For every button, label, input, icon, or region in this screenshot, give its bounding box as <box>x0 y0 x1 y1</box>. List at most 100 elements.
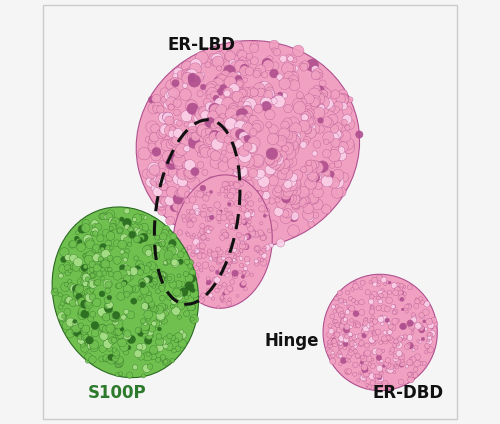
Circle shape <box>330 129 342 140</box>
Circle shape <box>354 301 359 305</box>
Circle shape <box>331 351 334 354</box>
Circle shape <box>316 125 324 133</box>
Circle shape <box>280 55 287 62</box>
Circle shape <box>163 343 168 349</box>
Circle shape <box>282 93 288 98</box>
Circle shape <box>395 359 401 364</box>
Circle shape <box>240 175 246 181</box>
Circle shape <box>192 183 202 192</box>
Circle shape <box>153 347 160 354</box>
Circle shape <box>246 174 252 181</box>
Circle shape <box>160 339 166 345</box>
Circle shape <box>147 230 151 234</box>
Circle shape <box>252 156 264 168</box>
Circle shape <box>162 112 172 122</box>
Circle shape <box>164 305 168 309</box>
Circle shape <box>282 63 294 75</box>
Circle shape <box>422 320 426 323</box>
Circle shape <box>260 235 266 241</box>
Circle shape <box>70 254 78 262</box>
Circle shape <box>154 243 160 249</box>
Circle shape <box>244 257 250 262</box>
Circle shape <box>223 270 228 275</box>
Circle shape <box>353 311 359 317</box>
Circle shape <box>201 128 213 140</box>
Circle shape <box>274 153 279 159</box>
Circle shape <box>148 333 154 338</box>
Circle shape <box>122 280 127 285</box>
Circle shape <box>176 162 183 169</box>
Circle shape <box>158 272 166 279</box>
Circle shape <box>246 208 254 217</box>
Circle shape <box>260 98 268 105</box>
Circle shape <box>130 287 136 293</box>
Circle shape <box>143 215 147 219</box>
Circle shape <box>280 212 291 223</box>
Circle shape <box>215 235 228 248</box>
Circle shape <box>81 278 90 287</box>
Circle shape <box>278 128 289 139</box>
Circle shape <box>264 245 270 251</box>
Circle shape <box>289 177 301 189</box>
Circle shape <box>84 293 89 298</box>
Circle shape <box>124 270 131 276</box>
Circle shape <box>355 301 358 304</box>
Circle shape <box>399 335 404 340</box>
Circle shape <box>185 134 192 140</box>
Circle shape <box>372 348 379 355</box>
Circle shape <box>288 75 298 85</box>
Circle shape <box>228 234 241 246</box>
Circle shape <box>238 234 244 241</box>
Circle shape <box>250 44 258 53</box>
Circle shape <box>262 101 272 111</box>
Circle shape <box>118 333 124 339</box>
Circle shape <box>138 234 144 241</box>
Circle shape <box>344 337 349 343</box>
Circle shape <box>370 322 374 326</box>
Circle shape <box>230 41 243 53</box>
Circle shape <box>150 178 159 186</box>
Circle shape <box>197 90 203 97</box>
Circle shape <box>236 166 248 177</box>
Circle shape <box>82 219 89 226</box>
Circle shape <box>332 342 338 347</box>
Circle shape <box>216 232 224 240</box>
Circle shape <box>214 51 224 62</box>
Circle shape <box>113 271 122 280</box>
Circle shape <box>235 75 242 83</box>
Circle shape <box>137 269 143 276</box>
Circle shape <box>184 221 193 230</box>
Circle shape <box>342 114 352 124</box>
Circle shape <box>92 254 100 262</box>
Circle shape <box>190 315 198 324</box>
Circle shape <box>187 103 198 114</box>
Circle shape <box>123 285 132 294</box>
Circle shape <box>352 372 357 377</box>
Circle shape <box>61 282 70 292</box>
Circle shape <box>162 336 171 344</box>
Circle shape <box>284 104 292 113</box>
Circle shape <box>386 297 392 304</box>
Circle shape <box>272 187 282 197</box>
Circle shape <box>268 169 274 175</box>
Circle shape <box>82 223 90 232</box>
Circle shape <box>97 235 104 242</box>
Circle shape <box>286 143 298 156</box>
Circle shape <box>237 215 242 219</box>
Circle shape <box>194 209 201 215</box>
Circle shape <box>407 360 413 365</box>
Circle shape <box>234 201 241 207</box>
Circle shape <box>136 344 142 350</box>
Circle shape <box>248 216 252 219</box>
Circle shape <box>348 296 352 301</box>
Circle shape <box>112 223 116 227</box>
Circle shape <box>84 292 92 301</box>
Circle shape <box>66 318 75 327</box>
Circle shape <box>196 126 206 137</box>
Circle shape <box>113 256 121 264</box>
Circle shape <box>178 259 184 265</box>
Circle shape <box>370 380 375 386</box>
Circle shape <box>238 60 248 70</box>
Circle shape <box>354 345 358 348</box>
Circle shape <box>108 358 114 363</box>
